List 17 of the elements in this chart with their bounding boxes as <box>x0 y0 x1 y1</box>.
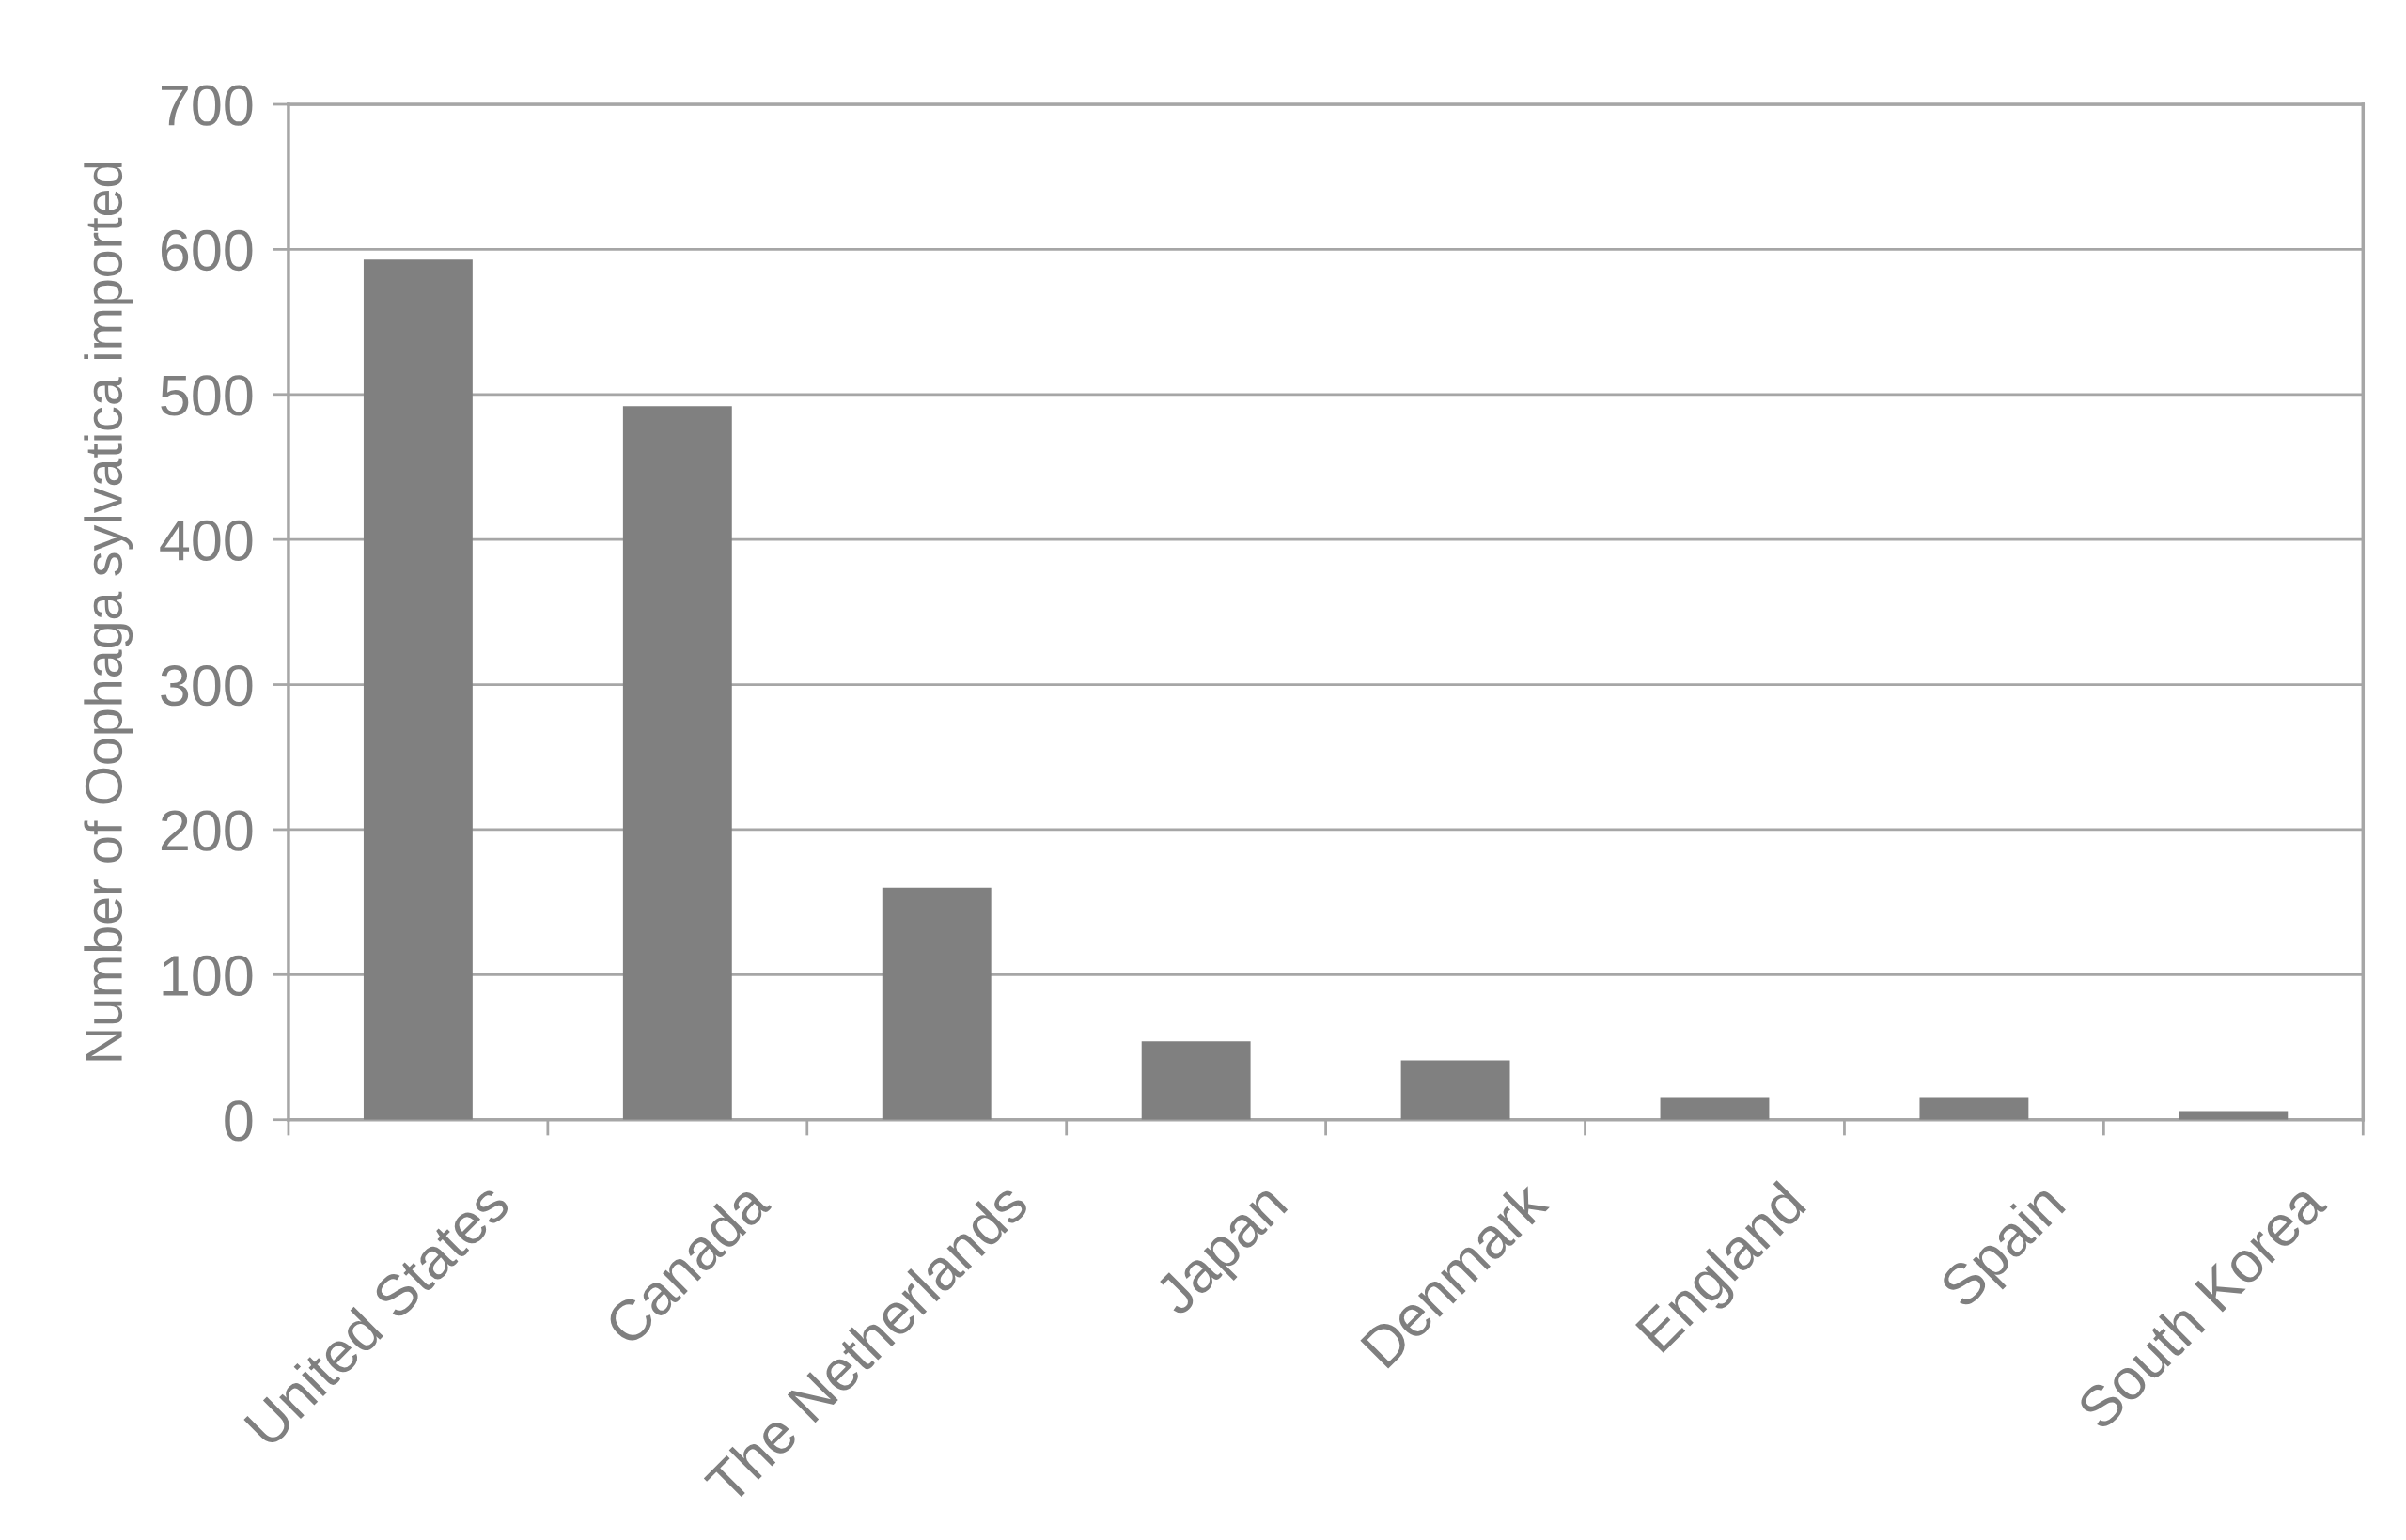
y-tick-label: 700 <box>162 85 253 126</box>
bar <box>1400 1060 1510 1120</box>
bar <box>2179 1111 2289 1120</box>
y-tick-label: 300 <box>161 665 253 707</box>
y-axis-title: Number of Oophaga sylvatica imported <box>84 163 133 1061</box>
bar <box>882 887 992 1120</box>
bar <box>1660 1097 1770 1120</box>
y-tick-label: 500 <box>161 375 253 416</box>
y-tick-label: 600 <box>161 229 253 272</box>
y-tick-label: 0 <box>225 1100 253 1142</box>
y-tick-label: 400 <box>160 520 253 561</box>
bar <box>1919 1097 2029 1120</box>
y-tick-label: 200 <box>161 810 253 851</box>
bar <box>622 406 732 1120</box>
bar <box>1141 1041 1251 1120</box>
y-tick-label: 100 <box>163 955 253 997</box>
bar <box>363 259 473 1120</box>
